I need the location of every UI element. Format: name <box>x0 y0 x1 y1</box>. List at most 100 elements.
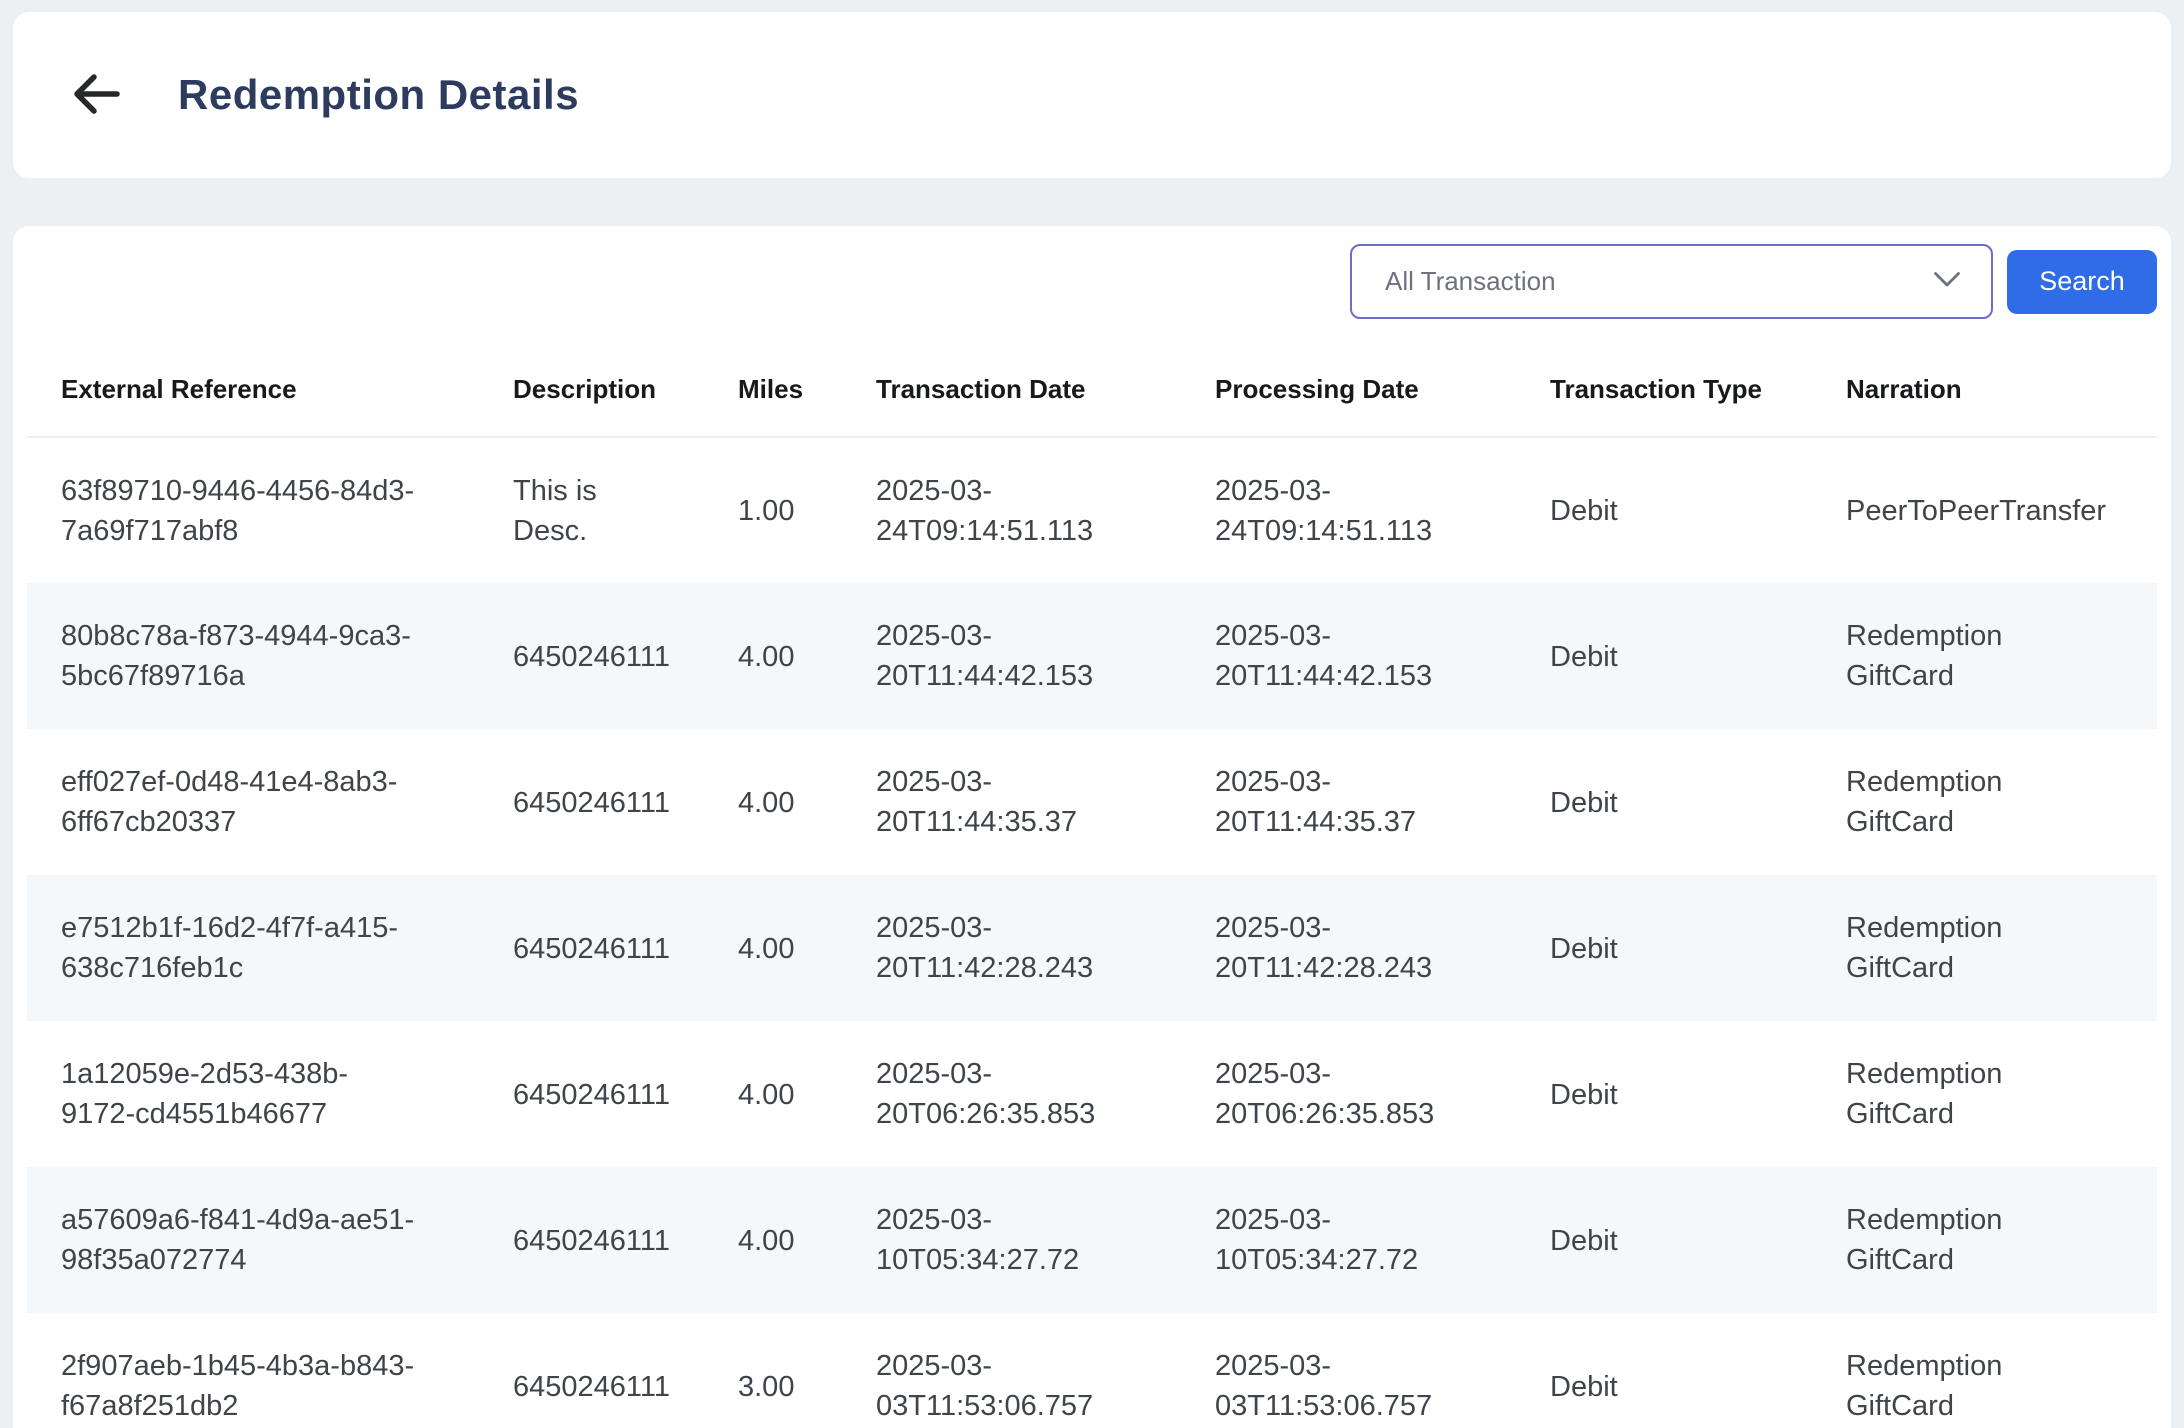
cell-miles: 1.00 <box>704 437 842 583</box>
cell-transaction-type: Debit <box>1516 729 1812 875</box>
table-row: e7512b1f-16d2-4f7f-a415-638c716feb1c 645… <box>27 875 2157 1021</box>
column-header-miles: Miles <box>704 343 842 438</box>
cell-processing-date: 2025-03-20T11:44:42.153 <box>1181 583 1516 729</box>
transaction-type-value: Debit <box>1550 1078 1618 1111</box>
cell-transaction-date: 2025-03-03T11:53:06.757 <box>842 1313 1181 1428</box>
miles-value: 4.00 <box>738 1078 795 1111</box>
cell-transaction-type: Debit <box>1516 437 1812 583</box>
transaction-date-value: 2025-03-03T11:53:06.757 <box>876 1350 1094 1422</box>
cell-description: 6450246111 <box>479 1167 704 1313</box>
cell-description: 6450246111 <box>479 729 704 875</box>
column-header-external-reference: External Reference <box>27 343 479 438</box>
cell-processing-date: 2025-03-20T06:26:35.853 <box>1181 1021 1516 1167</box>
cell-transaction-type: Debit <box>1516 1021 1812 1167</box>
table-row: 2f907aeb-1b45-4b3a-b843-f67a8f251db2 645… <box>27 1313 2157 1428</box>
cell-transaction-type: Debit <box>1516 875 1812 1021</box>
table-header-row: External Reference Description Miles Tra… <box>27 343 2157 438</box>
cell-transaction-date: 2025-03-20T11:42:28.243 <box>842 875 1181 1021</box>
cell-miles: 4.00 <box>704 583 842 729</box>
cell-description: 6450246111 <box>479 1313 704 1428</box>
miles-value: 4.00 <box>738 1224 795 1257</box>
processing-date-value: 2025-03-20T11:44:42.153 <box>1215 620 1433 692</box>
cell-narration: Redemption GiftCard <box>1812 1313 2157 1428</box>
cell-external-reference: 80b8c78a-f873-4944-9ca3-5bc67f89716a <box>27 583 479 729</box>
chevron-down-icon <box>1933 271 1961 293</box>
cell-miles: 4.00 <box>704 729 842 875</box>
miles-value: 4.00 <box>738 932 795 965</box>
cell-description: 6450246111 <box>479 583 704 729</box>
processing-date-value: 2025-03-20T11:42:28.243 <box>1215 912 1433 984</box>
cell-miles: 3.00 <box>704 1313 842 1428</box>
column-header-narration: Narration <box>1812 343 2157 438</box>
external-reference-value: e7512b1f-16d2-4f7f-a415-638c716feb1c <box>61 912 398 984</box>
cell-external-reference: 63f89710-9446-4456-84d3-7a69f717abf8 <box>27 437 479 583</box>
description-value: 6450246111 <box>513 932 670 965</box>
cell-narration: Redemption GiftCard <box>1812 875 2157 1021</box>
transaction-filter-select[interactable]: All Transaction <box>1350 244 1993 319</box>
transaction-date-value: 2025-03-20T11:42:28.243 <box>876 912 1094 984</box>
description-value: 6450246111 <box>513 640 670 673</box>
cell-narration: Redemption GiftCard <box>1812 729 2157 875</box>
narration-value: Redemption GiftCard <box>1846 1204 2003 1276</box>
transaction-date-value: 2025-03-24T09:14:51.113 <box>876 474 1094 547</box>
transaction-type-value: Debit <box>1550 786 1618 819</box>
description-value: This is Desc. <box>513 474 597 547</box>
description-value: 6450246111 <box>513 1078 670 1111</box>
processing-date-value: 2025-03-20T06:26:35.853 <box>1215 1058 1435 1130</box>
transaction-date-value: 2025-03-20T11:44:35.37 <box>876 766 1078 838</box>
cell-processing-date: 2025-03-03T11:53:06.757 <box>1181 1313 1516 1428</box>
cell-transaction-type: Debit <box>1516 583 1812 729</box>
transaction-type-value: Debit <box>1550 1224 1618 1257</box>
header-card: Redemption Details <box>13 12 2171 178</box>
content-card: All Transaction Search External Referenc… <box>13 226 2171 1428</box>
transactions-table: External Reference Description Miles Tra… <box>27 343 2157 1428</box>
processing-date-value: 2025-03-10T05:34:27.72 <box>1215 1204 1419 1276</box>
processing-date-value: 2025-03-03T11:53:06.757 <box>1215 1350 1433 1422</box>
cell-transaction-date: 2025-03-20T06:26:35.853 <box>842 1021 1181 1167</box>
cell-miles: 4.00 <box>704 875 842 1021</box>
narration-value: PeerToPeerTransfer <box>1846 495 2107 528</box>
external-reference-value: eff027ef-0d48-41e4-8ab3-6ff67cb20337 <box>61 766 398 838</box>
cell-transaction-date: 2025-03-24T09:14:51.113 <box>842 437 1181 583</box>
transaction-type-value: Debit <box>1550 1370 1618 1403</box>
description-value: 6450246111 <box>513 1370 670 1403</box>
cell-narration: Redemption GiftCard <box>1812 583 2157 729</box>
transaction-filter-value: All Transaction <box>1385 266 1556 296</box>
transactions-table-body: 63f89710-9446-4456-84d3-7a69f717abf8 Thi… <box>27 437 2157 1428</box>
column-header-transaction-date: Transaction Date <box>842 343 1181 438</box>
cell-processing-date: 2025-03-24T09:14:51.113 <box>1181 437 1516 583</box>
external-reference-value: 80b8c78a-f873-4944-9ca3-5bc67f89716a <box>61 620 411 692</box>
back-button[interactable] <box>70 71 122 119</box>
description-value: 6450246111 <box>513 1224 670 1257</box>
external-reference-value: a57609a6-f841-4d9a-ae51-98f35a072774 <box>61 1204 415 1276</box>
external-reference-value: 1a12059e-2d53-438b-9172-cd4551b46677 <box>61 1058 349 1130</box>
cell-processing-date: 2025-03-10T05:34:27.72 <box>1181 1167 1516 1313</box>
narration-value: Redemption GiftCard <box>1846 766 2003 838</box>
cell-miles: 4.00 <box>704 1167 842 1313</box>
transaction-date-value: 2025-03-20T11:44:42.153 <box>876 620 1094 692</box>
table-row: 63f89710-9446-4456-84d3-7a69f717abf8 Thi… <box>27 437 2157 583</box>
processing-date-value: 2025-03-24T09:14:51.113 <box>1215 474 1433 547</box>
page-title: Redemption Details <box>178 71 580 118</box>
table-row: eff027ef-0d48-41e4-8ab3-6ff67cb20337 645… <box>27 729 2157 875</box>
cell-external-reference: eff027ef-0d48-41e4-8ab3-6ff67cb20337 <box>27 729 479 875</box>
column-header-transaction-type: Transaction Type <box>1516 343 1812 438</box>
cell-processing-date: 2025-03-20T11:42:28.243 <box>1181 875 1516 1021</box>
table-row: 80b8c78a-f873-4944-9ca3-5bc67f89716a 645… <box>27 583 2157 729</box>
cell-external-reference: 2f907aeb-1b45-4b3a-b843-f67a8f251db2 <box>27 1313 479 1428</box>
cell-narration: Redemption GiftCard <box>1812 1167 2157 1313</box>
cell-narration: PeerToPeerTransfer <box>1812 437 2157 583</box>
description-value: 6450246111 <box>513 786 670 819</box>
search-button[interactable]: Search <box>2007 249 2157 314</box>
narration-value: Redemption GiftCard <box>1846 620 2003 692</box>
processing-date-value: 2025-03-20T11:44:35.37 <box>1215 766 1417 838</box>
table-row: 1a12059e-2d53-438b-9172-cd4551b46677 645… <box>27 1021 2157 1167</box>
cell-description: 6450246111 <box>479 875 704 1021</box>
cell-transaction-date: 2025-03-20T11:44:35.37 <box>842 729 1181 875</box>
external-reference-value: 63f89710-9446-4456-84d3-7a69f717abf8 <box>61 474 415 547</box>
cell-transaction-date: 2025-03-10T05:34:27.72 <box>842 1167 1181 1313</box>
column-header-processing-date: Processing Date <box>1181 343 1516 438</box>
miles-value: 3.00 <box>738 1370 795 1403</box>
toolbar: All Transaction Search <box>27 244 2157 319</box>
column-header-description: Description <box>479 343 704 438</box>
